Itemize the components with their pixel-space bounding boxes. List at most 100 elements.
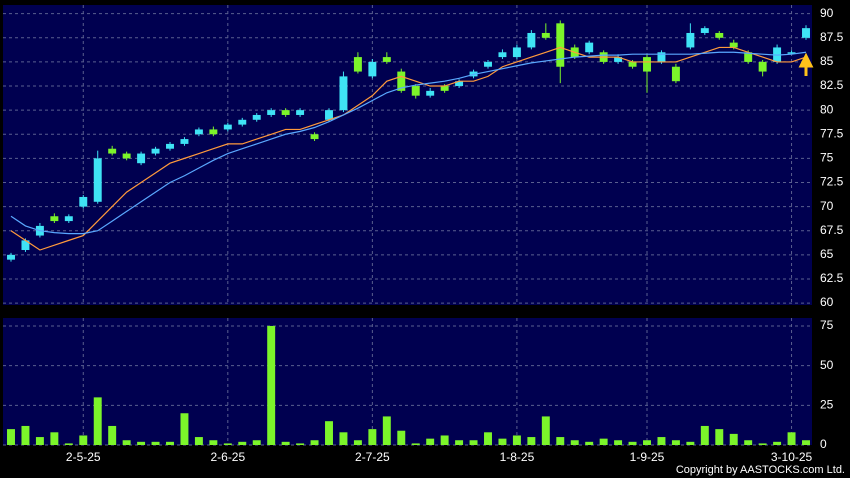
volume-bar xyxy=(281,441,290,445)
volume-bar xyxy=(440,435,449,445)
volume-bar xyxy=(310,440,319,445)
candle-body xyxy=(787,52,796,54)
volume-bar xyxy=(628,441,637,445)
y-tick-label: 87.5 xyxy=(820,30,844,44)
candle-body xyxy=(209,129,218,135)
candle-body xyxy=(166,143,174,149)
candle-body xyxy=(484,61,492,67)
volume-bar xyxy=(252,440,261,445)
volume-bar xyxy=(397,430,406,445)
volume-bar xyxy=(498,438,507,445)
candle-body xyxy=(527,32,536,48)
y-tick-label: 60 xyxy=(820,295,834,309)
candle-body xyxy=(426,90,435,96)
volume-bar xyxy=(614,440,623,445)
volume-bar xyxy=(671,440,680,445)
candle-body xyxy=(440,86,449,91)
candle-body xyxy=(512,47,521,58)
candle-body xyxy=(122,153,131,159)
volume-bar xyxy=(541,416,550,445)
volume-bar xyxy=(21,425,30,445)
x-tick-label: 2-6-25 xyxy=(210,450,245,464)
y-tick-label: 75 xyxy=(820,151,834,165)
candle-body xyxy=(21,240,30,251)
candle-body xyxy=(267,110,276,115)
candle-body xyxy=(671,66,680,82)
volume-bar xyxy=(686,441,695,445)
volume-bar xyxy=(137,441,146,445)
volume-bar xyxy=(267,325,276,445)
volume-bar xyxy=(802,440,810,445)
volume-bar xyxy=(484,432,492,445)
candle-body xyxy=(281,110,290,115)
volume-bar xyxy=(166,441,174,445)
plot-layer: 2-5-25 2-6-25 2-7-25 1-8-25 1-9-25 3-10-25 60 6… xyxy=(3,5,844,464)
candle-body xyxy=(353,57,362,72)
y-tick-label: 25 xyxy=(820,397,834,411)
y-tick-label: 80 xyxy=(820,102,834,116)
candle-body xyxy=(758,61,767,72)
candle-body xyxy=(137,153,146,164)
volume-bar xyxy=(787,432,796,445)
candle-body xyxy=(541,32,550,38)
volume-bar xyxy=(180,413,189,445)
candle-body xyxy=(79,196,88,207)
candle-body xyxy=(223,124,232,130)
x-tick-label: 2-5-25 xyxy=(66,450,101,464)
y-tick-label: 75 xyxy=(820,318,834,332)
volume-bar xyxy=(411,443,420,445)
y-tick-label: 50 xyxy=(820,358,834,372)
y-tick-label: 77.5 xyxy=(820,126,844,140)
candle-body xyxy=(744,52,753,62)
volume-bar xyxy=(527,437,536,445)
candle-body xyxy=(455,81,464,87)
x-tick-label: 1-9-25 xyxy=(630,450,665,464)
y-tick-label: 85 xyxy=(820,54,834,68)
y-tick-label: 62.5 xyxy=(820,271,844,285)
candle-body xyxy=(686,32,695,48)
volume-bar xyxy=(715,429,724,445)
volume-bar xyxy=(700,425,709,445)
volume-bar xyxy=(223,443,232,445)
y-tick-label: 90 xyxy=(820,6,834,20)
volume-bar xyxy=(194,437,203,445)
volume-bar xyxy=(64,443,73,445)
volume-bar xyxy=(643,440,651,445)
volume-bar xyxy=(79,435,88,445)
volume-bar xyxy=(758,443,767,445)
candle-body xyxy=(310,134,319,140)
volume-bar xyxy=(93,397,102,445)
candle-body xyxy=(556,23,565,67)
candle-body xyxy=(802,28,810,38)
volume-bar xyxy=(469,440,478,445)
volume-bar xyxy=(368,429,377,445)
candle-body xyxy=(108,148,117,154)
volume-bar xyxy=(744,440,753,445)
volume-bar xyxy=(122,440,131,445)
candle-body xyxy=(614,57,623,62)
candle-body xyxy=(715,32,724,38)
candle-body xyxy=(368,61,377,77)
x-tick-label: 3-10-25 xyxy=(771,450,813,464)
candle-body xyxy=(93,158,102,202)
moving-average-line xyxy=(10,46,807,251)
candle-body xyxy=(657,52,666,62)
y-tick-label: 0 xyxy=(820,437,827,451)
candle-body xyxy=(700,28,709,33)
volume-bar xyxy=(339,432,348,445)
candle-body xyxy=(296,110,305,115)
volume-bar xyxy=(108,425,117,445)
volume-bar xyxy=(585,441,594,445)
candle-body xyxy=(325,110,333,120)
candle-body xyxy=(252,114,261,120)
volume-bar xyxy=(353,440,362,445)
y-tick-label: 70 xyxy=(820,199,834,213)
moving-average-line xyxy=(10,51,807,235)
x-tick-label: 1-8-25 xyxy=(500,450,535,464)
volume-bar xyxy=(729,433,738,445)
volume-bar xyxy=(151,441,160,445)
candle-body xyxy=(628,61,637,67)
y-tick-label: 72.5 xyxy=(820,175,844,189)
volume-bar xyxy=(50,432,59,445)
